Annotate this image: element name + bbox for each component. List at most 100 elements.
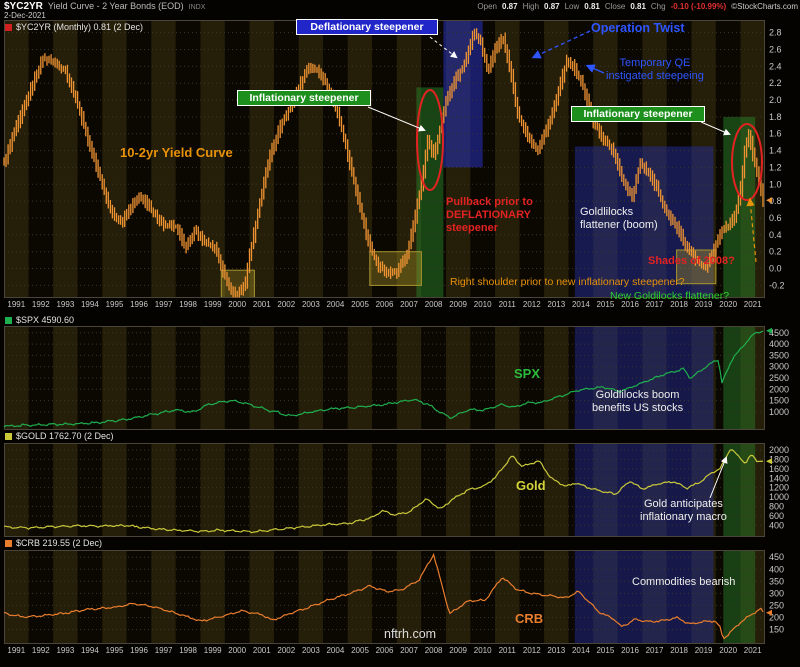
panel-frame	[4, 326, 765, 430]
price-line	[3, 552, 764, 640]
x-tick-label: 1995	[105, 646, 124, 655]
year-stripe	[53, 443, 78, 537]
annotation-new-goldilocks: New Goldilocks flattener?	[610, 290, 730, 302]
x-tick-label: 2020	[719, 646, 738, 655]
low-label: Low	[564, 2, 580, 11]
y-tick-label: 1.6	[769, 129, 782, 139]
y-tick-label: 0.8	[769, 196, 782, 206]
x-tick-label: 2017	[645, 300, 664, 309]
year-stripe	[666, 550, 692, 644]
year-stripe	[28, 550, 53, 644]
y-tick-label: 2.0	[769, 95, 782, 105]
band-inflationary-steepener-2020	[723, 443, 756, 537]
year-stripe	[298, 326, 324, 430]
low-value: 0.81	[584, 2, 600, 11]
year-stripe	[593, 550, 618, 644]
x-tick-label: 1998	[179, 300, 197, 309]
x-tick-label: 1995	[105, 300, 124, 309]
year-stripe	[519, 550, 544, 644]
year-stripe	[126, 550, 152, 644]
year-stripe	[740, 443, 765, 537]
year-stripe	[102, 326, 127, 430]
x-tick-label: 2010	[473, 300, 492, 309]
y-tick-label: 1500	[769, 396, 789, 406]
year-stripe	[200, 550, 225, 644]
chart-date: 2-Dec-2021	[4, 11, 46, 20]
y-tick-label: 2000	[769, 384, 789, 394]
year-stripe	[519, 20, 544, 298]
x-tick-label: 1993	[56, 646, 75, 655]
year-stripe	[224, 443, 250, 537]
x-tick-label: 1991	[7, 646, 26, 655]
last-price-marker	[766, 458, 772, 465]
price-line	[3, 449, 764, 534]
y-tick-label: 2000	[769, 445, 789, 455]
legend-crb: $CRB 219.55 (2 Dec)	[5, 538, 102, 548]
y-tick-label: 0.2	[769, 247, 782, 257]
chart-title: Yield Curve - 2 Year Bonds (EOD)	[47, 1, 184, 11]
x-tick-label: 2015	[596, 300, 615, 309]
close-label: Close	[604, 2, 626, 11]
x-tick-label: 2009	[449, 646, 467, 655]
chart-header: $YC2YR Yield Curve - 2 Year Bonds (EOD) …	[4, 1, 798, 12]
x-tick-label: 2013	[547, 300, 566, 309]
year-stripe	[249, 326, 274, 430]
y-tick-label: 1800	[769, 454, 789, 464]
index-tag: INDX	[188, 4, 206, 11]
y-tick-label: 200	[769, 613, 784, 623]
annotation-inflationary-steepener-1: Inflationary steepener	[237, 90, 371, 107]
x-tick-label: 2014	[571, 646, 590, 655]
spx-legend-marker-icon	[5, 316, 12, 324]
year-stripe	[28, 443, 53, 537]
x-tick-label: 1993	[56, 300, 75, 309]
y-tick-label: 1400	[769, 473, 789, 483]
year-stripe	[617, 550, 643, 644]
year-stripe	[323, 550, 348, 644]
y-tick-label: 1.4	[769, 146, 782, 156]
year-stripe	[151, 326, 176, 430]
year-stripe	[323, 443, 348, 537]
y-tick-label: 2.2	[769, 78, 782, 88]
x-axis-years-top: 1991 1992 1993 1994 1995 1996 1997 1998 1999 2000…	[0, 300, 800, 312]
year-stripe	[740, 550, 765, 644]
open-label: Open	[477, 2, 497, 11]
annotation-shades-of-2008: Shades of 2008?	[648, 255, 735, 267]
y-tick-label: 300	[769, 588, 784, 598]
x-tick-label: 2000	[228, 300, 247, 309]
x-tick-label: 1994	[80, 646, 99, 655]
year-stripe	[298, 443, 324, 537]
year-stripe	[372, 443, 397, 537]
x-tick-label: 2007	[400, 300, 418, 309]
band-goldilocks-flattener-2014-2019	[574, 550, 714, 644]
x-tick-label: 2001	[252, 646, 271, 655]
annotation-crb-label: CRB	[515, 611, 544, 626]
x-tick-label: 2001	[252, 300, 271, 309]
year-stripe	[274, 326, 299, 430]
year-stripe	[396, 443, 422, 537]
y-tick-label: 350	[769, 576, 784, 586]
year-stripe	[274, 20, 299, 298]
gold-legend-label: $GOLD 1762.70 (2 Dec)	[16, 431, 114, 441]
y-tick-label: 150	[769, 625, 784, 635]
x-tick-label: 2020	[719, 300, 738, 309]
year-stripe	[249, 550, 274, 644]
last-price-marker	[766, 197, 772, 204]
gold-legend-marker-icon	[5, 432, 12, 440]
year-stripe	[421, 550, 446, 644]
year-stripe	[617, 443, 643, 537]
year-stripe	[200, 443, 225, 537]
year-stripe	[666, 326, 692, 430]
chg-value: -0.10 (-10.99%)	[670, 2, 727, 11]
open-value: 0.87	[502, 2, 518, 11]
x-tick-label: 1996	[130, 646, 148, 655]
year-stripe	[642, 550, 667, 644]
x-tick-label: 2005	[351, 646, 369, 655]
year-stripe	[666, 443, 692, 537]
year-stripe	[568, 443, 594, 537]
y-tick-label: 3500	[769, 350, 789, 360]
legend-yc2yr: $YC2YR (Monthly) 0.81 (2 Dec)	[5, 22, 143, 32]
year-stripe	[470, 550, 495, 644]
year-stripe	[323, 326, 348, 430]
x-tick-label: 2012	[522, 646, 541, 655]
